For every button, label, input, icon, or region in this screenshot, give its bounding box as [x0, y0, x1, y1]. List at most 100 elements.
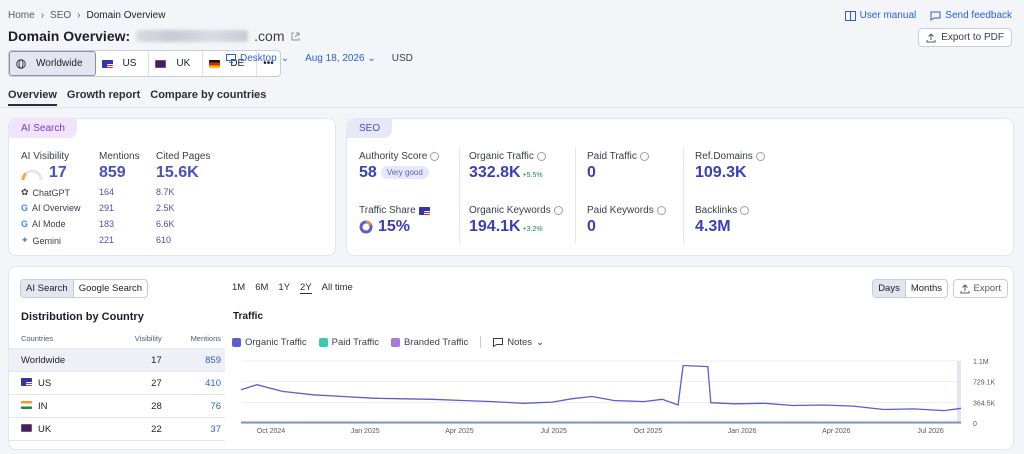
distribution-table: Countries Visibility Mentions Worldwide …	[9, 331, 225, 441]
engine-cited[interactable]: 8.7K	[156, 187, 175, 197]
info-icon[interactable]	[553, 206, 563, 215]
engine-mentions[interactable]: 164	[99, 187, 115, 197]
traffic-distribution-card: Distribution by Country Traffic Countrie…	[8, 266, 1014, 450]
x-tick-label: Jan 2025	[351, 428, 380, 435]
region-de[interactable]: DE	[203, 51, 258, 76]
toggle-google-search[interactable]: Google Search	[78, 283, 143, 294]
column-header[interactable]: Mentions	[165, 331, 225, 349]
mentions-cell[interactable]: 37	[165, 417, 225, 441]
engine-mentions[interactable]: 221	[99, 235, 115, 245]
engine-mentions[interactable]: 183	[99, 219, 115, 229]
legend-organic[interactable]: Organic Traffic	[232, 337, 307, 348]
tab-overview[interactable]: Overview	[8, 89, 57, 106]
paid-traffic-value[interactable]: 0	[587, 164, 596, 181]
mentions-cell[interactable]: 410	[165, 371, 225, 395]
breadcrumb-home[interactable]: Home	[8, 10, 35, 21]
date-dropdown[interactable]: Aug 18, 2026 ⌄	[305, 53, 376, 64]
flag-in-icon	[21, 400, 32, 409]
toggle-ai-search[interactable]: AI Search	[21, 280, 74, 297]
engine-cited[interactable]: 2.5K	[156, 203, 175, 213]
send-feedback-link[interactable]: Send feedback	[930, 10, 1012, 21]
x-tick-label: Oct 2024	[257, 428, 286, 435]
breadcrumb-seo[interactable]: SEO	[50, 10, 72, 21]
user-manual-link[interactable]: User manual	[844, 10, 916, 21]
chevron-down-icon: ⌄	[280, 53, 290, 64]
region-uk[interactable]: UK	[149, 51, 204, 76]
traffic-title: Traffic	[233, 311, 264, 322]
divider	[0, 107, 1024, 108]
range-2y[interactable]: 2Y	[300, 282, 312, 294]
paid-keywords-value[interactable]: 0	[587, 218, 596, 235]
organic-traffic-value[interactable]: 332.8K +5.5%	[469, 164, 543, 181]
y-tick-label: 0	[973, 421, 977, 428]
info-icon[interactable]	[656, 206, 666, 215]
legend-paid[interactable]: Paid Traffic	[318, 337, 379, 348]
report-tabs: Overview Growth report Compare by countr…	[8, 89, 266, 106]
column-header[interactable]: Visibility	[112, 331, 166, 349]
info-icon[interactable]	[430, 152, 440, 161]
tab-compare-by-countries[interactable]: Compare by countries	[150, 89, 267, 101]
device-dropdown[interactable]: Desktop ⌄	[226, 53, 289, 64]
engine-mentions[interactable]: 291	[99, 203, 115, 213]
range-all-time[interactable]: All time	[321, 282, 353, 293]
backlinks-value[interactable]: 4.3M	[695, 218, 731, 235]
visibility-cell: 27	[112, 371, 166, 395]
breadcrumb: Home › SEO › Domain Overview	[8, 10, 165, 21]
engine-gemini: ✦ Gemini	[21, 235, 62, 246]
engine-ai-mode: G AI Mode	[21, 219, 66, 229]
paid-keywords-label: Paid Keywords	[587, 205, 666, 216]
gemini-icon: ✦	[21, 235, 29, 245]
more-regions-button[interactable]: •••	[263, 58, 274, 69]
export-pdf-button[interactable]: Export to PDF	[918, 28, 1012, 47]
external-link-icon[interactable]	[291, 32, 300, 41]
x-tick-label: Oct 2025	[634, 428, 663, 435]
mentions-value[interactable]: 859	[99, 164, 126, 181]
organic-keywords-value[interactable]: 194.1K +3.2%	[469, 218, 543, 235]
y-tick-label: 729.1K	[973, 380, 996, 387]
info-icon[interactable]	[639, 152, 649, 161]
legend-branded[interactable]: Branded Traffic	[390, 337, 468, 348]
engine-cited[interactable]: 6.6K	[156, 219, 175, 229]
tab-growth-report[interactable]: Growth report	[66, 89, 141, 101]
export-button[interactable]: Export	[952, 279, 1008, 298]
country-cell: IN	[9, 394, 113, 418]
x-tick-label: Apr 2025	[445, 428, 474, 435]
chevron-right-icon: ›	[77, 10, 81, 21]
table-row[interactable]: UK 22 37	[9, 417, 225, 441]
traffic-chart: 1.1M 729.1K 364.5K 0 Oct 2024 Jan 2025 Apr 202…	[240, 359, 996, 435]
table-header: Countries Visibility Mentions	[9, 331, 225, 349]
info-icon[interactable]	[740, 206, 750, 215]
flag-us-icon	[21, 377, 32, 386]
range-1y[interactable]: 1Y	[278, 282, 291, 293]
region-worldwide[interactable]: Worldwide	[9, 51, 96, 76]
cited-pages-value[interactable]: 15.6K	[156, 164, 199, 181]
visibility-gauge-icon	[21, 169, 43, 181]
toggle-days[interactable]: Days	[873, 280, 906, 297]
ai-visibility-value: 17	[49, 164, 67, 181]
authority-score-value: 58 Very good	[359, 164, 429, 182]
region-us[interactable]: US	[96, 51, 150, 76]
mentions-cell[interactable]: 76	[165, 394, 225, 418]
ref-domains-value[interactable]: 109.3K	[695, 164, 747, 181]
table-row[interactable]: IN 28 76	[9, 394, 225, 418]
mentions-cell[interactable]: 859	[165, 348, 225, 372]
flag-us-icon	[101, 59, 113, 68]
currency-label: USD	[391, 53, 413, 64]
toggle-months[interactable]: Months	[910, 283, 942, 294]
visibility-cell: 17	[112, 348, 166, 372]
info-icon[interactable]	[755, 152, 765, 161]
seo-card: SEO Authority Score 58 Very good Organic …	[346, 118, 1014, 256]
range-1m[interactable]: 1M	[232, 282, 246, 293]
notes-dropdown[interactable]: Notes ⌄	[493, 337, 544, 348]
organic-traffic-delta: +5.5%	[522, 172, 543, 179]
table-row[interactable]: US 27 410	[9, 371, 225, 395]
upload-icon	[960, 283, 970, 293]
info-icon[interactable]	[536, 152, 546, 161]
chevron-down-icon: ⌄	[536, 336, 545, 348]
range-6m[interactable]: 6M	[255, 282, 269, 293]
distribution-title: Distribution by Country	[21, 311, 144, 323]
engine-cited[interactable]: 610	[156, 235, 172, 245]
cited-pages-label: Cited Pages	[156, 151, 211, 162]
traffic-share-value: 15%	[359, 218, 410, 236]
table-row[interactable]: Worldwide 17 859	[9, 348, 225, 372]
